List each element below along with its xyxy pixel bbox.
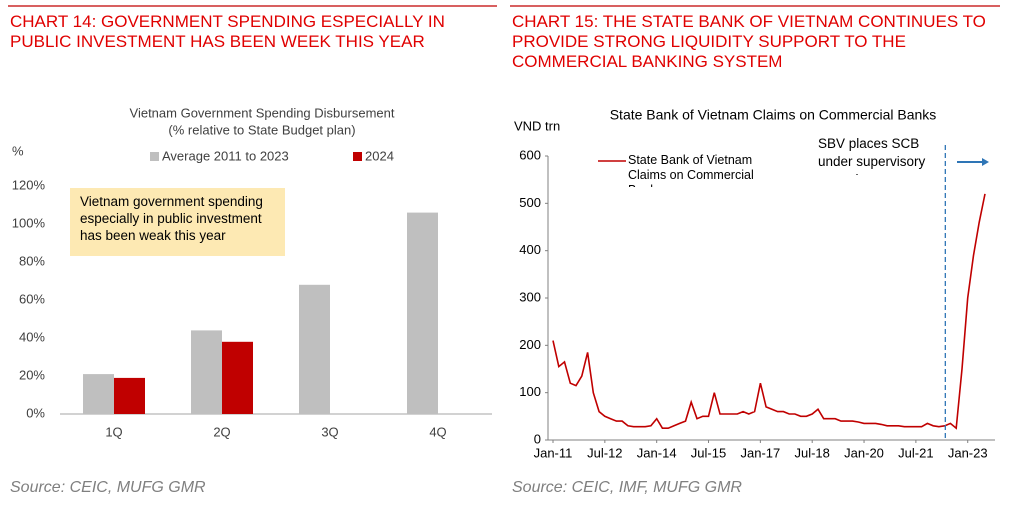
- y-tick-label: 500: [519, 195, 541, 210]
- y-tick-label: 200: [519, 337, 541, 352]
- y-tick-label: 300: [519, 289, 541, 304]
- chart-heading: CHART 15: THE STATE BANK OF VIETNAM CONT…: [512, 12, 986, 71]
- x-tick-label: 3Q: [321, 424, 338, 439]
- source-box: Source: CEIC, IMF, MUFG GMR: [512, 480, 742, 496]
- chart-heading: CHART 14: GOVERNMENT SPENDING ESPECIALLY…: [10, 12, 445, 51]
- annotation-bg: [70, 188, 285, 256]
- chart-heading-box: CHART 14: GOVERNMENT SPENDING ESPECIALLY…: [10, 12, 445, 51]
- y-axis-label: VND trn: [514, 118, 560, 133]
- x-tick-label: Jan-23: [948, 445, 988, 460]
- legend-swatch: [150, 152, 159, 161]
- y-tick-label: 60%: [19, 291, 45, 306]
- y-tick-label: 400: [519, 242, 541, 257]
- annotation-box: Vietnam government spending especially i…: [80, 194, 263, 243]
- chart-title: Vietnam Government Spending Disbursement: [130, 105, 395, 120]
- legend-swatch: [353, 152, 362, 161]
- legend-label: 2024: [365, 148, 394, 163]
- y-tick-label: 80%: [19, 253, 45, 268]
- chart-subtitle: (% relative to State Budget plan): [168, 122, 355, 137]
- data-line: [552, 193, 986, 430]
- x-tick-label: Jul-18: [794, 445, 829, 460]
- bar: [222, 341, 253, 414]
- y-tick-label: 100%: [12, 215, 46, 230]
- chart-heading-box: CHART 15: THE STATE BANK OF VIETNAM CONT…: [512, 12, 986, 71]
- legend-label-box: State Bank of Vietnam Claims on Commerci…: [628, 153, 754, 187]
- x-tick-label: 2Q: [213, 424, 230, 439]
- annotation-box: SBV places SCB under supervisory control: [818, 136, 926, 175]
- source: Source: CEIC, IMF, MUFG GMR: [512, 480, 742, 496]
- annotation: Vietnam government spending especially i…: [80, 194, 263, 243]
- y-tick-label: 600: [519, 147, 541, 162]
- bar: [407, 212, 438, 414]
- y-tick-label: 0%: [26, 405, 45, 420]
- arrow-head: [982, 158, 989, 166]
- y-tick-label: 100: [519, 384, 541, 399]
- x-tick-label: Jan-14: [637, 445, 677, 460]
- x-tick-label: Jan-11: [534, 445, 573, 460]
- x-tick-label: Jul-12: [587, 445, 622, 460]
- y-tick-label: 120%: [12, 177, 46, 192]
- chart-title: State Bank of Vietnam Claims on Commerci…: [610, 107, 937, 123]
- x-tick-label: Jan-17: [740, 445, 780, 460]
- x-tick-label: Jul-21: [898, 445, 933, 460]
- y-tick-label: 20%: [19, 367, 45, 382]
- source-box: Source: CEIC, MUFG GMR: [10, 480, 206, 496]
- bar: [114, 377, 145, 414]
- legend-label: Average 2011 to 2023: [162, 148, 289, 163]
- y-tick-label: 40%: [19, 329, 45, 344]
- x-tick-label: 4Q: [429, 424, 446, 439]
- x-tick-label: 1Q: [105, 424, 122, 439]
- y-tick-label: 0: [534, 431, 541, 446]
- source: Source: CEIC, MUFG GMR: [10, 480, 206, 496]
- bar: [191, 330, 222, 414]
- x-tick-label: Jan-20: [844, 445, 884, 460]
- annotation: SBV places SCB under supervisory control: [818, 136, 926, 175]
- x-tick-label: Jul-15: [691, 445, 726, 460]
- bar: [299, 284, 330, 414]
- bar: [83, 374, 114, 414]
- legend-label: State Bank of Vietnam Claims on Commerci…: [628, 153, 754, 187]
- y-axis-label: %: [12, 143, 24, 158]
